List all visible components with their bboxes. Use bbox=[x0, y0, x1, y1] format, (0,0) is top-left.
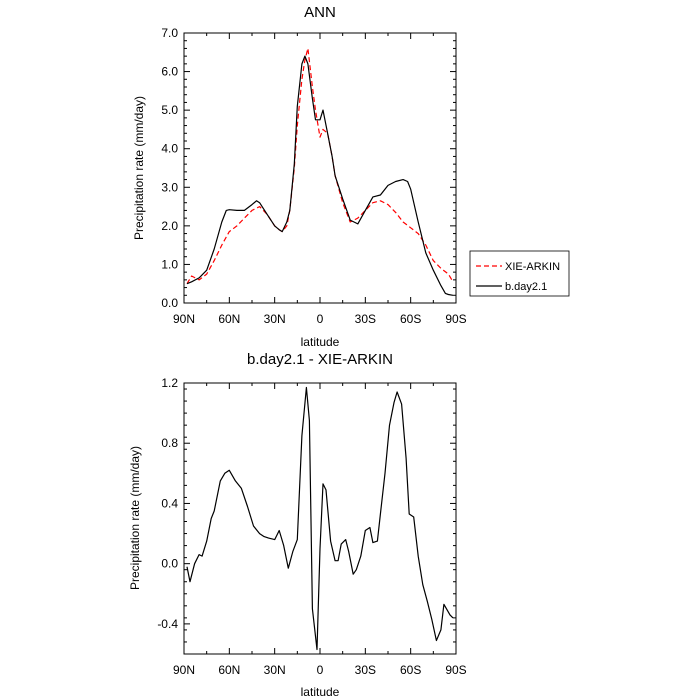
top-x-tick-label: 0 bbox=[317, 312, 324, 326]
top-series-line-xie-arkin bbox=[186, 47, 454, 285]
bottom-x-tick-label: 30S bbox=[355, 663, 376, 677]
bottom-x-tick-label: 90N bbox=[173, 663, 195, 677]
bottom-x-tick-label: 90S bbox=[445, 663, 466, 677]
top-x-tick-label: 90S bbox=[445, 312, 466, 326]
top-y-tick-label: 5.0 bbox=[161, 103, 178, 117]
bottom-x-axis-label: latitude bbox=[301, 685, 340, 699]
bottom-chart-title: b.day2.1 - XIE-ARKIN bbox=[247, 351, 393, 368]
top-y-tick-label: 1.0 bbox=[161, 257, 178, 271]
bottom-x-tick-label: 60S bbox=[400, 663, 421, 677]
top-chart-title: ANN bbox=[304, 4, 336, 21]
top-x-axis-label: latitude bbox=[301, 335, 340, 349]
bottom-ticks: 90N 60N 30N 0 30S 60S 90S -0.4 0.0 0.4 0.8 1.2 bbox=[157, 376, 466, 677]
bottom-chart: b.day2.1 - XIE-ARKIN 90N 60N 30N 0 30S 60S 90S… bbox=[128, 351, 467, 699]
top-x-tick-label: 60S bbox=[400, 312, 421, 326]
top-y-tick-label: 4.0 bbox=[161, 142, 178, 156]
bottom-y-tick-label: 0.0 bbox=[161, 557, 178, 571]
top-x-tick-label: 30S bbox=[355, 312, 376, 326]
top-y-tick-label: 6.0 bbox=[161, 65, 178, 79]
top-ticks: 90N 60N 30N 0 30S 60S 90S 0.0 1.0 2.0 3.0 4.0 5.0 6.0… bbox=[161, 26, 466, 326]
top-series bbox=[186, 47, 454, 296]
bottom-x-tick-label: 30N bbox=[264, 663, 286, 677]
bottom-y-axis-label: Precipitation rate (mm/day) bbox=[128, 446, 142, 590]
top-plot-frame bbox=[183, 32, 457, 304]
top-x-tick-label: 60N bbox=[218, 312, 240, 326]
bottom-series bbox=[186, 386, 454, 651]
top-x-tick-label: 30N bbox=[264, 312, 286, 326]
bottom-series-line bbox=[186, 386, 454, 651]
top-chart: ANN 90N 60N 30N 0 30S 60S 90S 0.0 1.0 2.0 3.0 4.0 5.… bbox=[132, 4, 570, 349]
legend-label-bday21: b.day2.1 bbox=[505, 281, 547, 293]
top-y-tick-label: 3.0 bbox=[161, 180, 178, 194]
top-series-line-b-day2-1 bbox=[186, 55, 454, 296]
bottom-x-tick-label: 0 bbox=[317, 663, 324, 677]
top-y-axis-label: Precipitation rate (mm/day) bbox=[132, 96, 146, 240]
bottom-y-tick-label: 1.2 bbox=[161, 376, 178, 390]
legend-box bbox=[469, 250, 570, 297]
bottom-y-tick-label: 0.4 bbox=[161, 496, 178, 510]
legend: XIE-ARKIN b.day2.1 bbox=[469, 250, 570, 297]
bottom-plot-frame bbox=[183, 382, 457, 655]
legend-label-xie-arkin: XIE-ARKIN bbox=[505, 261, 560, 273]
top-y-tick-label: 0.0 bbox=[161, 296, 178, 310]
bottom-y-tick-label: 0.8 bbox=[161, 436, 178, 450]
top-x-tick-label: 90N bbox=[173, 312, 195, 326]
top-y-tick-label: 2.0 bbox=[161, 219, 178, 233]
bottom-x-tick-label: 60N bbox=[218, 663, 240, 677]
top-y-tick-label: 7.0 bbox=[161, 26, 178, 40]
bottom-y-tick-label: -0.4 bbox=[157, 617, 178, 631]
